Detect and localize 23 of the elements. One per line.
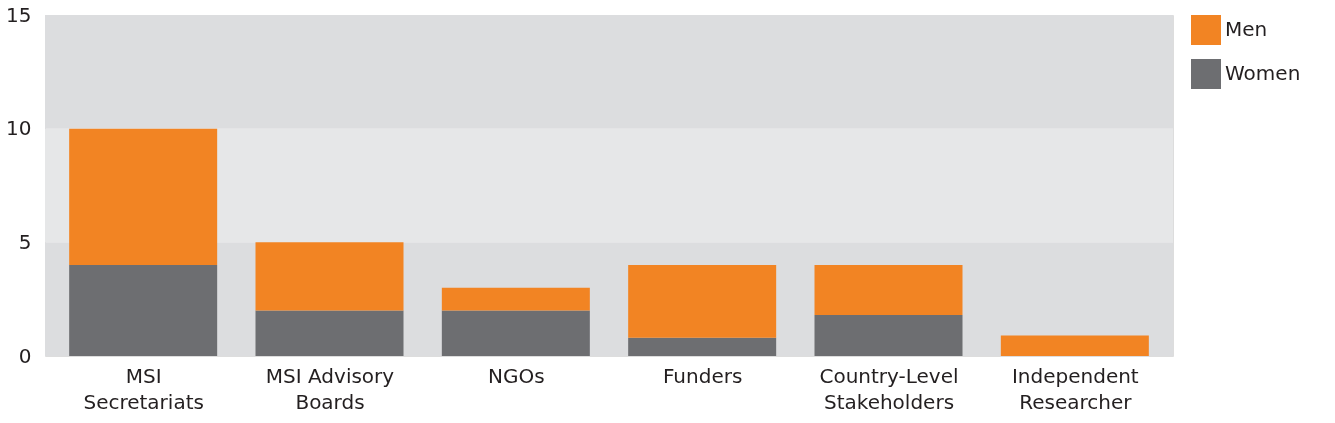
y-tick-label: 0 [18,343,32,368]
bar [255,310,404,356]
y-tick-label: 5 [18,229,32,254]
x-tick-label: Funders [662,363,743,388]
legend-label: Women [1225,61,1301,85]
bar [814,315,963,356]
x-tick-label: Country-Level Stakeholders [819,363,959,414]
bar [69,128,218,266]
x-tick-label: MSI Secretariats [83,363,204,414]
bar [1000,335,1149,356]
bar [69,265,218,356]
bar [441,287,590,311]
x-tick-label: MSI Advisory Boards [265,363,395,414]
x-tick-label: NGOs [488,363,545,388]
y-tick-label: 15 [6,2,32,27]
bar [814,265,963,316]
y-tick-label: 10 [6,116,32,141]
bar [628,265,777,338]
bar [441,310,590,356]
x-tick-label: Independent Researcher [1011,363,1139,414]
bar [628,337,777,356]
legend-label: Men [1225,17,1268,41]
bar [255,242,404,311]
